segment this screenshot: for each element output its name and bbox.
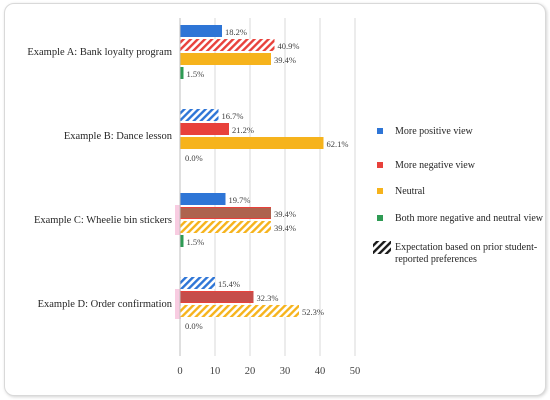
bar-overlay [180,208,271,218]
bar-overlay [180,292,254,302]
legend-label: Neutral [395,186,425,197]
legend-label: reported preferences [395,254,477,265]
data-label: 1.5% [187,69,205,79]
legend-swatch [377,188,383,194]
x-tick-label: 20 [245,366,256,377]
bar [180,109,219,121]
legend-label: More negative view [395,160,476,171]
bar [180,221,271,233]
bar [180,305,299,317]
bar [180,123,229,135]
data-label: 32.3% [257,293,279,303]
category-label: Example C: Wheelie bin stickers [34,215,172,226]
data-label: 0.0% [185,321,203,331]
chart-frame: 18.2% 40.9% 39.4% 1.5% Example A: Bank loyal… [4,3,546,396]
legend-label: More positive view [395,126,474,137]
data-label: 39.4% [274,223,296,233]
data-label: 52.3% [302,307,324,317]
data-label: 39.4% [274,209,296,219]
bar [180,277,215,289]
x-tick-label: 0 [177,366,182,377]
bar [180,235,184,247]
x-tick-label: 10 [210,366,221,377]
data-label: 16.7% [222,111,244,121]
data-label: 0.0% [185,153,203,163]
category-label: Example B: Dance lesson [64,131,173,142]
bar [180,67,184,79]
bar [180,193,226,205]
highlight-strip [175,205,181,235]
bar [180,25,222,37]
x-tick-label: 30 [280,366,291,377]
data-label: 39.4% [274,55,296,65]
data-label: 1.5% [187,237,205,247]
data-label: 21.2% [232,125,254,135]
data-label: 15.4% [218,279,240,289]
legend-label: Both more negative and neutral view [395,213,544,224]
bar [180,39,275,51]
bar [180,53,271,65]
legend-swatch [377,128,383,134]
category-label: Example A: Bank loyalty program [27,47,172,58]
legend-swatch [377,215,383,221]
data-label: 19.7% [229,195,251,205]
highlight-strip [175,289,181,319]
legend-label: Expectation based on prior student- [395,242,537,253]
legend-swatch-hatch [373,241,391,254]
x-tick-label: 50 [350,366,361,377]
data-label: 62.1% [327,139,349,149]
category-label: Example D: Order confirmation [38,299,173,310]
bar-chart: 18.2% 40.9% 39.4% 1.5% Example A: Bank loyal… [27,18,544,377]
data-label: 18.2% [225,27,247,37]
bar [180,137,324,149]
x-tick-label: 40 [315,366,326,377]
legend-swatch [377,162,383,168]
data-label: 40.9% [278,41,300,51]
